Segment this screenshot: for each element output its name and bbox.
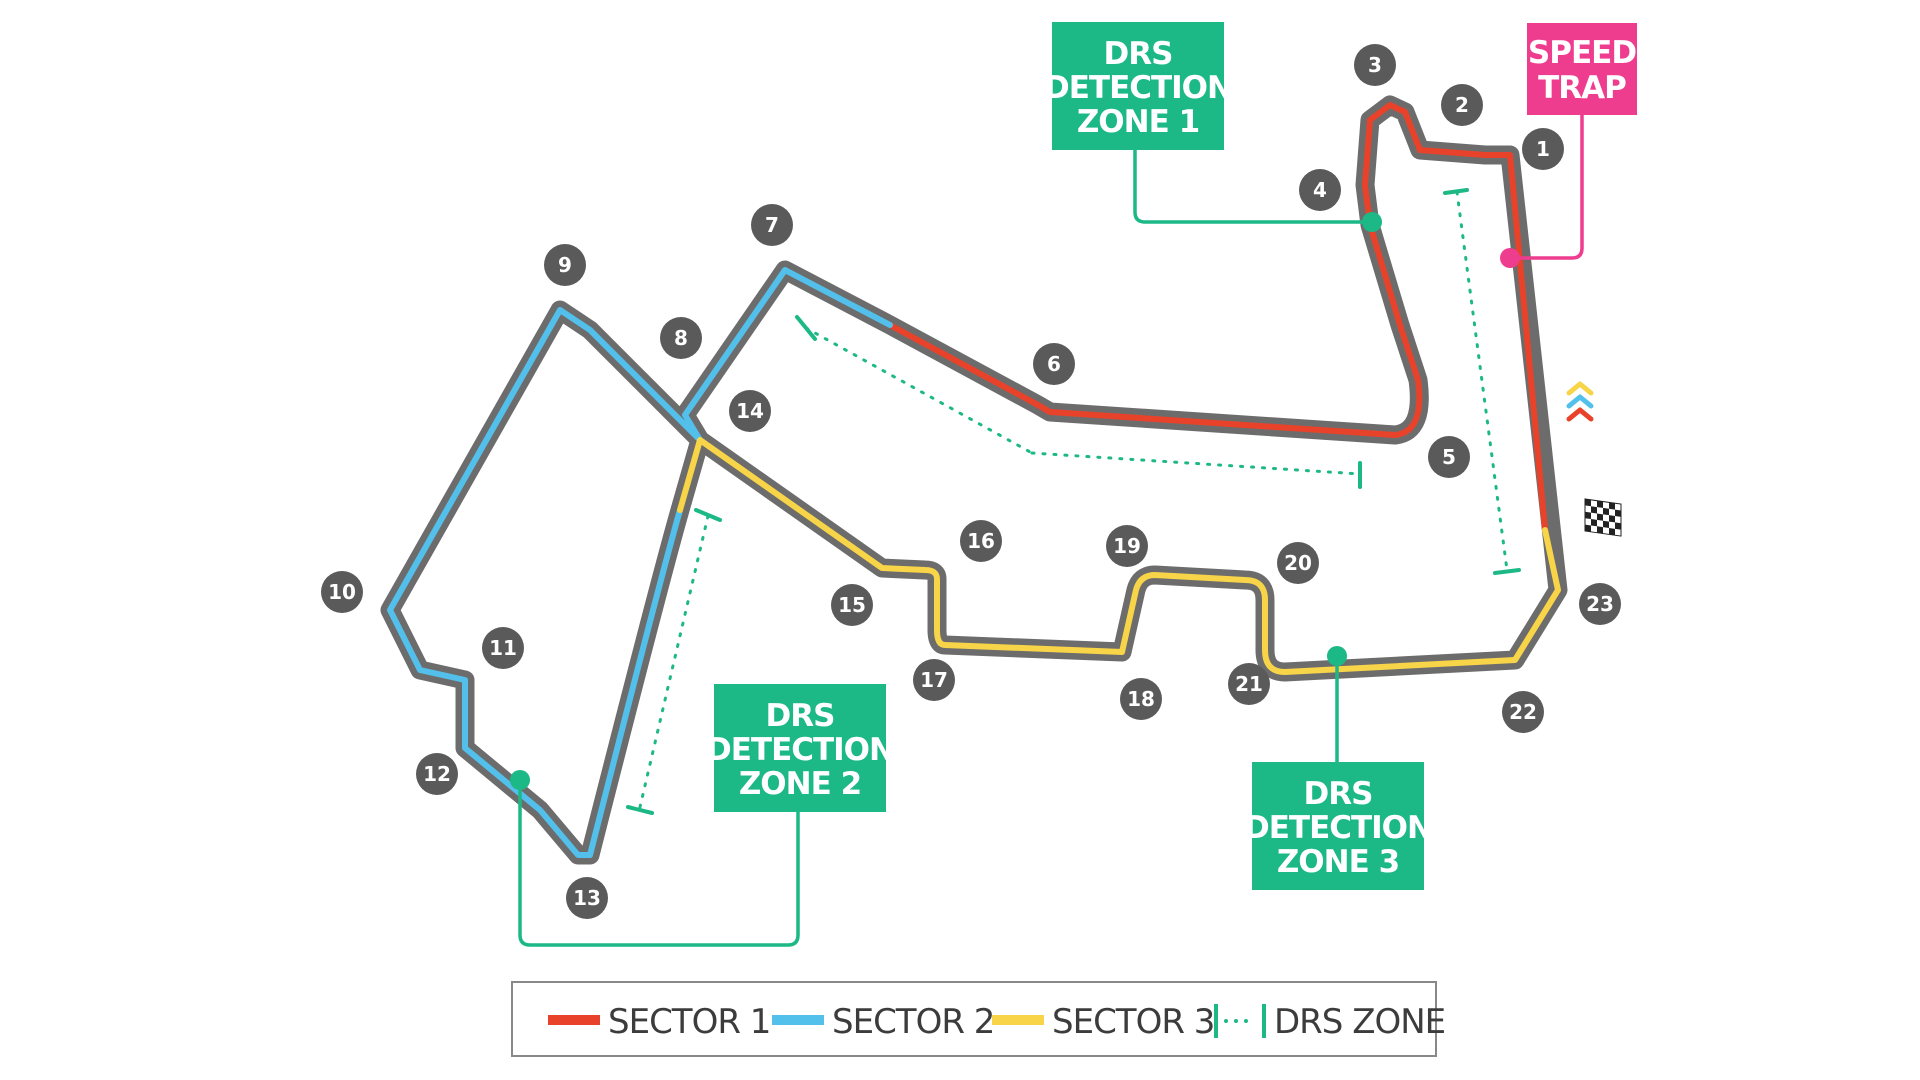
turn-number: 18: [1127, 687, 1155, 711]
drs1-line-2: DETECTION: [1044, 70, 1232, 106]
turn-badge-4: 4: [1299, 169, 1341, 211]
legend-label-sector2: SECTOR 2: [832, 1002, 994, 1042]
sector-3-line: [677, 437, 1561, 675]
turn-number: 10: [328, 580, 356, 604]
turn-badge-22: 22: [1502, 691, 1544, 733]
drs2-line-3: ZONE 2: [739, 766, 861, 802]
legend-item-drs-zone: DRS ZONE: [1214, 1002, 1446, 1042]
turn-number: 6: [1047, 352, 1061, 376]
turn-badge-13: 13: [566, 877, 608, 919]
turn-badge-6: 6: [1033, 343, 1075, 385]
track-outline: [380, 95, 1568, 865]
drs2-detection-point: [510, 770, 530, 790]
turn-number: 14: [736, 399, 764, 423]
turn-badge-21: 21: [1228, 663, 1270, 705]
track: [380, 95, 1568, 865]
drs1-label: DRS DETECTION ZONE 1: [1044, 22, 1233, 150]
checkered-flag-icon: [1584, 498, 1622, 537]
speed-trap-label: SPEED TRAP: [1527, 23, 1637, 115]
drs2-line-1: DRS: [766, 698, 835, 734]
turn-badge-3: 3: [1354, 44, 1396, 86]
turn-number: 11: [489, 636, 517, 660]
sector-2-line: [387, 267, 893, 858]
turn-number: 21: [1235, 672, 1263, 696]
legend-item-sector3: SECTOR 3: [992, 1002, 1215, 1042]
legend-label-drs-zone: DRS ZONE: [1274, 1002, 1445, 1042]
turn-number: 13: [573, 886, 601, 910]
drs1-detection-point: [1362, 212, 1382, 232]
turn-badge-1: 1: [1522, 128, 1564, 170]
chevron-stack-icon: [1566, 381, 1594, 422]
drs3-line-2: DETECTION: [1244, 810, 1432, 846]
turn-badges: 1 2 3 4 5 6 7 8 9 10 11 12 13 14 15 16 1…: [321, 44, 1621, 919]
turn-badge-19: 19: [1106, 525, 1148, 567]
turn-badge-7: 7: [751, 204, 793, 246]
turn-badge-20: 20: [1277, 542, 1319, 584]
turn-number: 12: [423, 762, 451, 786]
turn-number: 9: [558, 253, 572, 277]
legend-item-sector1: SECTOR 1: [548, 1002, 771, 1042]
turn-number: 17: [920, 668, 948, 692]
turn-number: 1: [1536, 137, 1550, 161]
turn-number: 3: [1368, 53, 1382, 77]
drs2-line-2: DETECTION: [706, 732, 894, 768]
turn-badge-2: 2: [1441, 84, 1483, 126]
turn-badge-11: 11: [482, 627, 524, 669]
drs3-line-1: DRS: [1304, 776, 1373, 812]
turn-number: 5: [1442, 445, 1456, 469]
turn-badge-16: 16: [960, 520, 1002, 562]
track-markers: [510, 212, 1520, 790]
legend-label-sector3: SECTOR 3: [1052, 1002, 1214, 1042]
drs-zones: [626, 188, 1521, 815]
legend-item-sector2: SECTOR 2: [772, 1002, 995, 1042]
speed-trap-line-2: TRAP: [1538, 70, 1626, 106]
turn-badge-14: 14: [729, 390, 771, 432]
drs3-label: DRS DETECTION ZONE 3: [1244, 762, 1433, 890]
speed-trap-point: [1500, 248, 1520, 268]
turn-number: 2: [1455, 93, 1469, 117]
label-connectors: [518, 115, 1584, 947]
turn-badge-23: 23: [1579, 583, 1621, 625]
turn-badge-15: 15: [831, 584, 873, 626]
turn-number: 7: [765, 213, 779, 237]
sector-1-line: [887, 102, 1548, 533]
turn-number: 20: [1284, 551, 1312, 575]
turn-number: 15: [838, 593, 866, 617]
drs1-connector: [1133, 148, 1372, 224]
turn-number: 23: [1586, 592, 1614, 616]
drs3-detection-point: [1327, 646, 1347, 666]
drs-zone-2: [626, 508, 722, 815]
turn-badge-18: 18: [1120, 678, 1162, 720]
drs1-line-3: ZONE 1: [1077, 104, 1199, 140]
legend-label-sector1: SECTOR 1: [608, 1002, 770, 1042]
drs3-line-3: ZONE 3: [1277, 844, 1399, 880]
drs2-connector: [518, 780, 800, 947]
legend-frame: [511, 981, 1437, 1057]
turn-badge-17: 17: [913, 659, 955, 701]
turn-badge-9: 9: [544, 244, 586, 286]
turn-badge-5: 5: [1428, 436, 1470, 478]
turn-number: 22: [1509, 700, 1537, 724]
speed-trap-connector: [1510, 115, 1584, 260]
drs-zone-1: [795, 315, 1362, 489]
turn-badge-10: 10: [321, 571, 363, 613]
turn-badge-12: 12: [416, 753, 458, 795]
legend: SECTOR 1 SECTOR 2 SECTOR 3 DRS ZONE: [511, 981, 1446, 1057]
turn-badge-8: 8: [660, 317, 702, 359]
drs-zone-3: [1443, 188, 1521, 575]
turn-number: 4: [1313, 178, 1327, 202]
drs1-line-1: DRS: [1104, 36, 1173, 72]
turn-number: 16: [967, 529, 995, 553]
drs2-label: DRS DETECTION ZONE 2: [706, 684, 895, 812]
turn-number: 19: [1113, 534, 1141, 558]
turn-number: 8: [674, 326, 688, 350]
speed-trap-line-1: SPEED: [1528, 35, 1636, 71]
